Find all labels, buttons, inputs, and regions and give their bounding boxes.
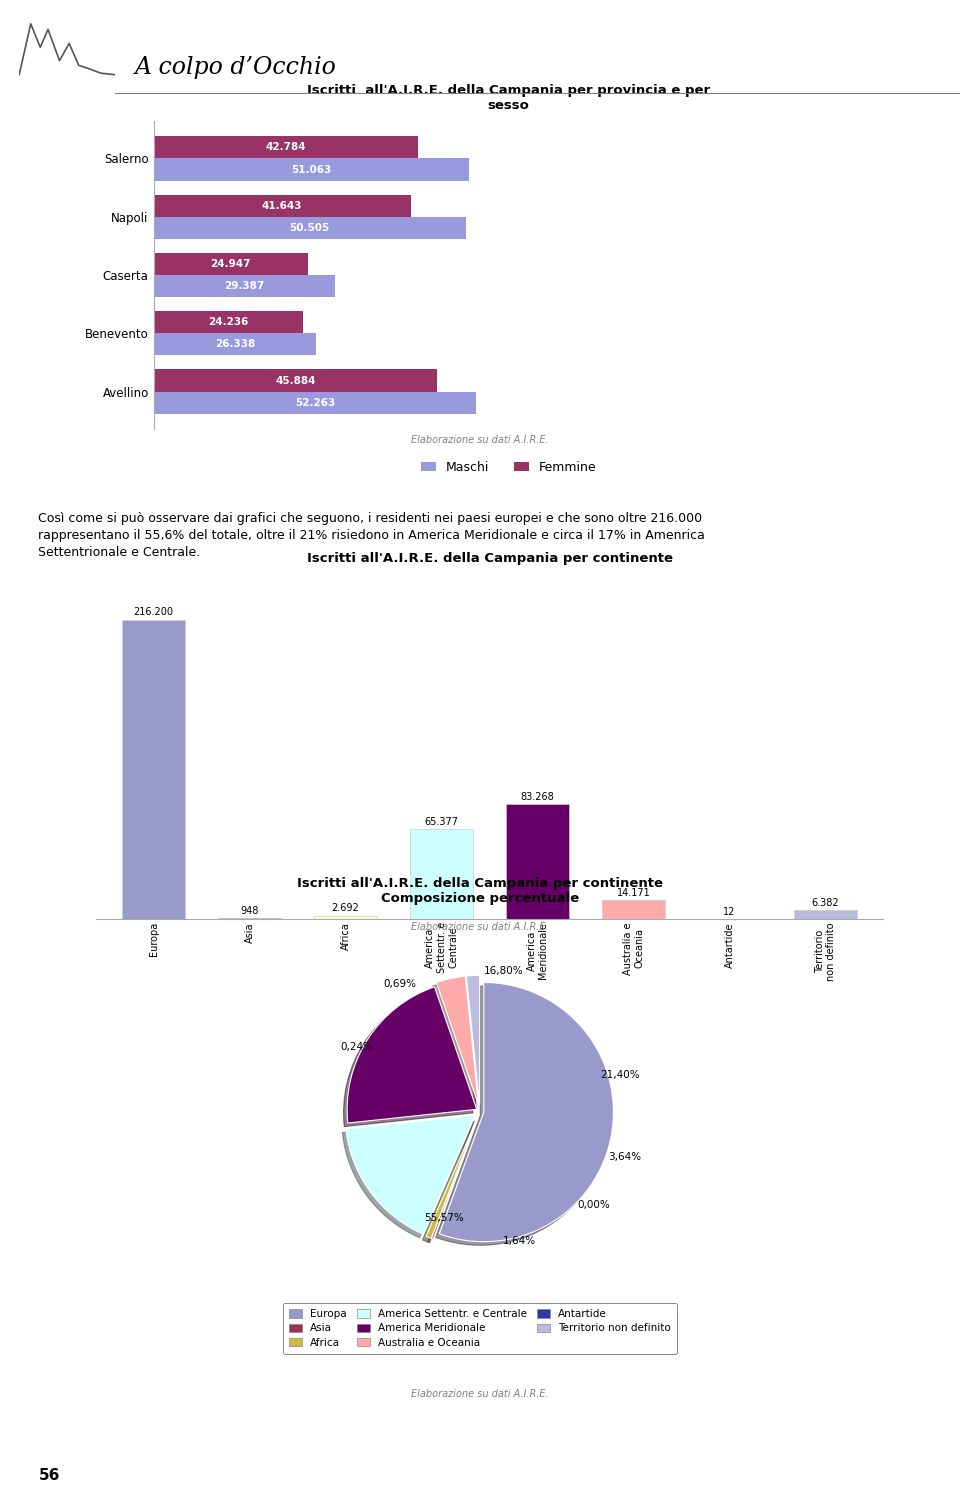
Legend: Maschi, Femmine: Maschi, Femmine — [416, 455, 602, 479]
Bar — [123, 619, 184, 919]
Text: 0,00%: 0,00% — [578, 1200, 611, 1210]
Bar — [154, 217, 466, 240]
Text: 65.377: 65.377 — [424, 817, 459, 826]
Text: 14.171: 14.171 — [616, 888, 651, 898]
Bar — [795, 910, 856, 919]
Title: Iscritti all'A.I.R.E. della Campania per continente
Composizione percentuale: Iscritti all'A.I.R.E. della Campania per… — [297, 877, 663, 906]
Bar — [507, 803, 568, 919]
Text: 0,69%: 0,69% — [383, 980, 416, 990]
Text: 41.643: 41.643 — [262, 200, 302, 211]
Bar — [154, 369, 437, 392]
Text: 50.505: 50.505 — [290, 223, 329, 232]
Wedge shape — [431, 1118, 478, 1239]
Text: Elaborazione su dati A.I.R.E.: Elaborazione su dati A.I.R.E. — [411, 922, 549, 931]
Wedge shape — [440, 983, 613, 1242]
Bar — [603, 900, 664, 919]
Text: 0,24%: 0,24% — [341, 1041, 373, 1052]
Text: 51.063: 51.063 — [291, 164, 331, 175]
Text: Così come si può osservare dai grafici che seguono, i residenti nei paesi europe: Così come si può osservare dai grafici c… — [38, 512, 706, 559]
Text: 42.784: 42.784 — [265, 142, 306, 152]
Text: 16,80%: 16,80% — [484, 966, 523, 977]
Text: 24.236: 24.236 — [208, 318, 249, 327]
Bar — [154, 194, 411, 217]
Text: 56: 56 — [38, 1468, 60, 1483]
Bar — [154, 158, 469, 181]
Text: 2.692: 2.692 — [332, 904, 359, 913]
Bar — [154, 136, 418, 158]
Text: 3,64%: 3,64% — [609, 1151, 641, 1162]
Title: Iscritti all'A.I.R.E. della Campania per continente: Iscritti all'A.I.R.E. della Campania per… — [306, 552, 673, 565]
Text: 52.263: 52.263 — [295, 398, 335, 408]
Bar — [154, 253, 308, 276]
Text: 1,64%: 1,64% — [502, 1236, 536, 1246]
Text: 948: 948 — [240, 906, 259, 916]
Text: 12: 12 — [724, 907, 735, 918]
Bar — [411, 829, 472, 919]
Text: 21,40%: 21,40% — [600, 1070, 639, 1081]
Bar — [154, 310, 303, 333]
Bar — [154, 333, 316, 356]
Bar — [314, 916, 376, 919]
Wedge shape — [348, 987, 477, 1123]
Legend: Europa, Asia, Africa, America Settentr. e Centrale, America Meridionale, Austral: Europa, Asia, Africa, America Settentr. … — [283, 1304, 677, 1353]
Wedge shape — [467, 975, 480, 1105]
Text: 29.387: 29.387 — [225, 282, 265, 291]
Text: Elaborazione su dati A.I.R.E.: Elaborazione su dati A.I.R.E. — [411, 436, 549, 445]
Text: 55,57%: 55,57% — [423, 1213, 464, 1222]
Wedge shape — [346, 1115, 475, 1234]
Text: 216.200: 216.200 — [133, 607, 174, 618]
Wedge shape — [466, 977, 479, 1105]
Text: Elaborazione su dati A.I.R.E.: Elaborazione su dati A.I.R.E. — [411, 1389, 549, 1398]
Bar — [154, 392, 476, 414]
Title: Iscritti  all'A.I.R.E. della Campania per provincia e per
sesso: Iscritti all'A.I.R.E. della Campania per… — [307, 84, 710, 113]
Wedge shape — [437, 977, 479, 1105]
Text: 24.947: 24.947 — [210, 259, 251, 268]
Text: A colpo d’Occhio: A colpo d’Occhio — [134, 56, 336, 80]
Bar — [154, 276, 335, 297]
Wedge shape — [426, 1117, 477, 1239]
Text: 83.268: 83.268 — [520, 791, 555, 802]
Text: 45.884: 45.884 — [276, 375, 316, 386]
Text: 26.338: 26.338 — [215, 339, 255, 350]
Text: 6.382: 6.382 — [812, 898, 839, 909]
